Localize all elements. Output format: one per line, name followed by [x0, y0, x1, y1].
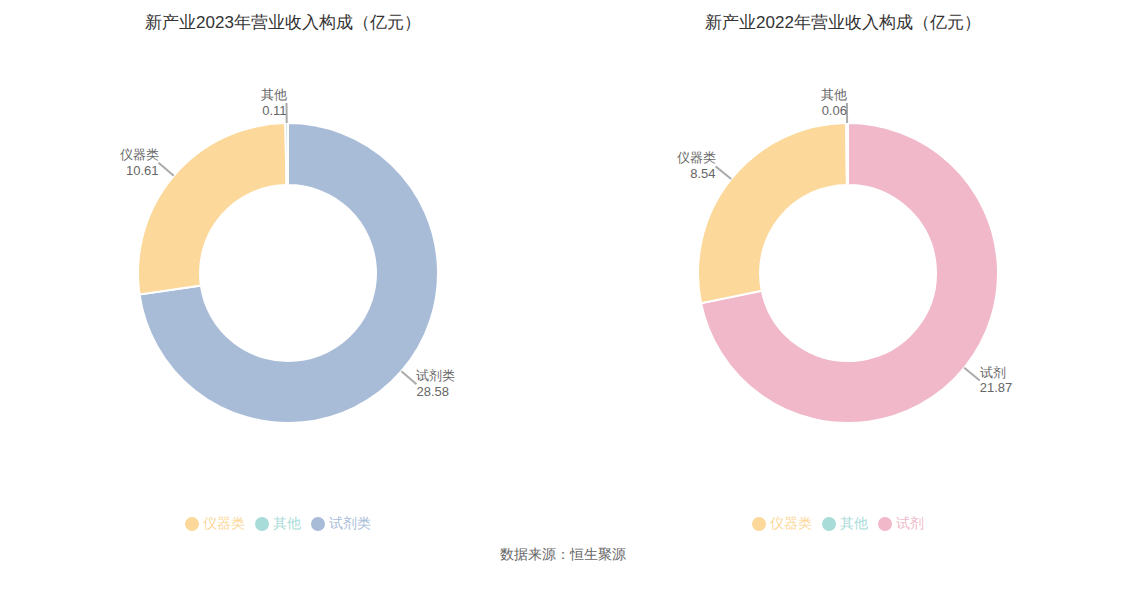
svg-text:仪器类10.61: 仪器类10.61 [120, 147, 159, 178]
html-text:试剂: 试剂 [896, 515, 924, 531]
svg-text:仪器类8.54: 仪器类8.54 [677, 150, 716, 181]
html-text:仪器类: 仪器类 [203, 515, 245, 531]
html-text:新产业2022年营业收入构成（亿元）: 新产业2022年营业收入构成（亿元） [705, 13, 981, 32]
svg-text:试剂21.87: 试剂21.87 [980, 365, 1013, 396]
svg-text:其他0.11: 其他0.11 [261, 87, 287, 118]
html-text:仪器类: 仪器类 [770, 515, 812, 531]
html-text:试剂类: 试剂类 [329, 515, 371, 531]
html-text:数据来源：恒生聚源: 数据来源：恒生聚源 [500, 546, 626, 562]
html-text:新产业2023年营业收入构成（亿元）: 新产业2023年营业收入构成（亿元） [145, 13, 421, 32]
html-text:其他: 其他 [840, 515, 868, 531]
svg-text:其他0.06: 其他0.06 [821, 87, 847, 118]
html-text:其他: 其他 [273, 515, 301, 531]
svg-text:试剂类28.58: 试剂类28.58 [416, 368, 455, 399]
